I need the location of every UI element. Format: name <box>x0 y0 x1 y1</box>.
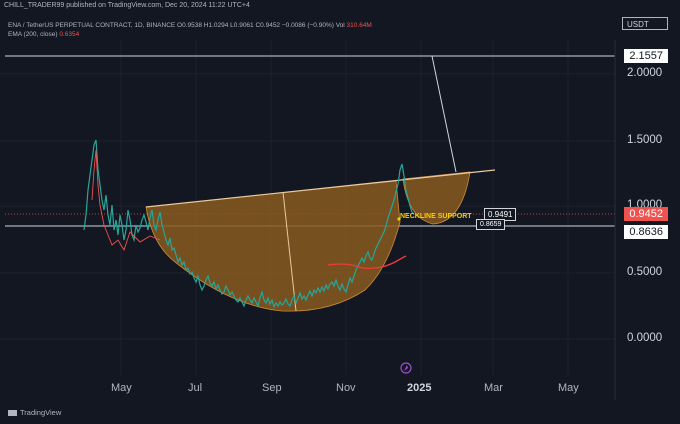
grid-vertical <box>120 40 569 375</box>
current-price-tag: 0.9452 <box>624 207 668 221</box>
volume-value: 310.64M <box>346 22 372 29</box>
currency-selector[interactable]: USDT <box>622 17 668 30</box>
price-series-red <box>91 149 161 252</box>
symbol-legend-text: ENA / TetherUS PERPETUAL CONTRACT, 1D, B… <box>8 22 345 29</box>
x-label-may-2: May <box>558 382 579 394</box>
y-label-0-5: 0.5000 <box>627 266 663 278</box>
y-label-1-5: 1.5000 <box>627 134 663 146</box>
cup-depth-line[interactable] <box>282 191 297 312</box>
neckline-price-tag: 0.8636 <box>624 225 668 239</box>
tradingview-logo-icon <box>8 410 17 417</box>
tradingview-logo[interactable]: TradingView <box>8 408 61 417</box>
event-icon[interactable] <box>400 362 412 374</box>
x-label-nov: Nov <box>336 382 356 394</box>
cup-shape[interactable] <box>145 180 401 312</box>
x-label-jul: Jul <box>188 382 203 394</box>
ema-line <box>327 255 407 270</box>
target-price-tag: 2.1557 <box>624 49 668 63</box>
tradingview-logo-text: TradingView <box>20 408 62 417</box>
price-series <box>83 139 415 309</box>
cup-rim-trendline[interactable] <box>145 169 496 208</box>
ema-label: EMA (200, close) <box>8 31 58 38</box>
ema-value: 0.6354 <box>59 31 80 38</box>
projection-line[interactable] <box>431 55 457 173</box>
symbol-legend: ENA / TetherUS PERPETUAL CONTRACT, 1D, B… <box>8 22 372 29</box>
x-label-sep: Sep <box>262 382 282 394</box>
y-label-2: 2.0000 <box>627 67 663 79</box>
neckline-support-label[interactable]: NECKLINE SUPPORT <box>400 213 472 220</box>
price-box-bottom[interactable]: 0.8659 <box>476 219 506 230</box>
publish-info: CHILL_TRADER99 published on TradingView.… <box>4 2 250 9</box>
x-label-may: May <box>111 382 132 394</box>
x-label-mar: Mar <box>484 382 503 394</box>
neckline-marker <box>397 217 401 221</box>
x-label-2025: 2025 <box>407 382 432 394</box>
y-label-0: 0.0000 <box>627 332 663 344</box>
ema-legend: EMA (200, close) 0.6354 <box>8 31 79 38</box>
event-icon-bolt <box>404 365 408 371</box>
